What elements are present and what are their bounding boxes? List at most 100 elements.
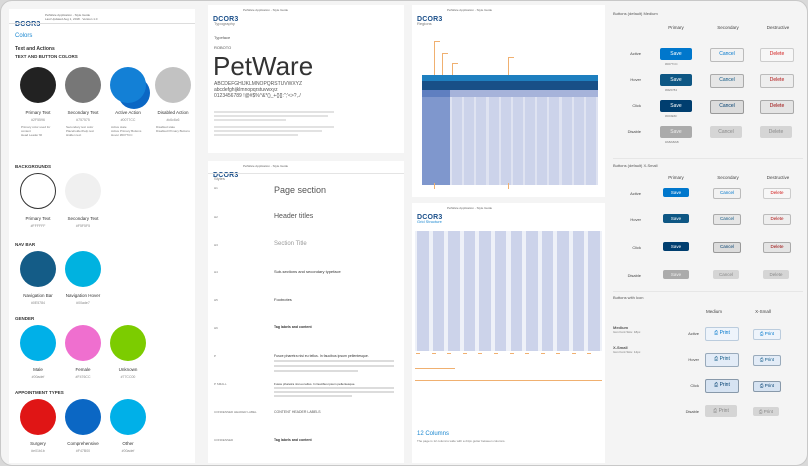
hex-note: #0077CC	[665, 62, 678, 66]
region-column	[561, 97, 572, 185]
print-button-xs-active[interactable]: ⎙ Print	[753, 329, 781, 340]
print-button-active[interactable]: ⎙ Print	[705, 327, 739, 341]
delete-button-click[interactable]: Delete	[760, 100, 794, 114]
swatch-hex: #0077CC	[120, 118, 136, 122]
delete-button-xs-active[interactable]: Delete	[763, 188, 791, 199]
swatch-label: Primary Text	[25, 110, 51, 115]
printer-icon: ⎙	[714, 356, 719, 362]
gutter-marker	[556, 353, 561, 354]
print-button-click[interactable]: ⎙ Print	[705, 379, 739, 393]
region-column	[488, 97, 499, 185]
style-sample-h5: Footnotes	[274, 297, 292, 302]
note: Disabled Primary Buttons	[156, 129, 190, 133]
save-button-active[interactable]: Save	[660, 48, 692, 60]
style-tag: H5	[214, 298, 218, 302]
swatch-hex: #c6c6c6	[166, 118, 180, 122]
state-label: Hover	[630, 77, 641, 82]
cancel-button-xs-hover[interactable]: Cancel	[713, 214, 741, 225]
region-column	[500, 97, 511, 185]
delete-button-xs-disabled: Delete	[763, 270, 789, 279]
print-button-xs-click[interactable]: ⎙ Print	[753, 381, 781, 392]
swatch-label: Other	[122, 441, 134, 446]
buttons-xsmall-panel: Buttons (default) X-Small Primary Second…	[613, 163, 803, 285]
swatch-active-action	[110, 67, 146, 103]
save-button-disabled: Save	[660, 126, 692, 138]
delete-button-xs-hover[interactable]: Delete	[763, 214, 791, 225]
style-sample-p: Fusce pharetra nisi eu tellus. In faucib…	[274, 354, 369, 358]
backgrounds-heading: BACKGROUNDS	[15, 164, 51, 169]
col-header: Secondary	[717, 25, 739, 30]
grid-columns	[415, 231, 602, 351]
style-sample-p-small: Fusce pharetra nisi eu tellus. In faucib…	[274, 382, 356, 386]
cancel-button-hover[interactable]: Cancel	[710, 74, 744, 88]
alphabet-lower: abcdefghijklmnopqrstuvwxyz	[214, 87, 278, 93]
colors-panel: DCOR3 PetWare Application - Style Guide …	[9, 9, 195, 463]
swatch-label: Unknown	[118, 367, 138, 372]
save-button-xs-click[interactable]: Save	[663, 242, 689, 251]
style-tag: H6	[214, 326, 218, 330]
gutter-marker	[416, 353, 420, 354]
delete-button-hover[interactable]: Delete	[760, 74, 794, 88]
typography-panel: DCOR3 PetWare Application - Style Guide …	[208, 5, 404, 153]
swatch-label: Navigation Hover	[65, 293, 101, 298]
grid-column	[541, 231, 554, 351]
printer-icon: ⎙	[714, 382, 719, 388]
save-button-xs-hover[interactable]: Save	[663, 214, 689, 223]
style-sample-h6: Tag labels and content	[274, 325, 312, 329]
print-label: Print	[719, 356, 730, 362]
save-button-click[interactable]: Save	[660, 100, 692, 112]
delete-button-xs-click[interactable]: Delete	[763, 242, 791, 253]
cancel-button-active[interactable]: Cancel	[710, 48, 744, 62]
save-button-xs-disabled: Save	[663, 270, 689, 279]
buttons-medium-panel: Buttons (default) Medium Primary Seconda…	[613, 11, 803, 151]
print-label: Print	[719, 330, 730, 336]
print-button-xs-hover[interactable]: ⎙ Print	[753, 355, 781, 366]
swatch-hex: #e01b1b	[31, 449, 45, 453]
save-button-xs-active[interactable]: Save	[663, 188, 689, 197]
p-filler	[274, 360, 394, 372]
swatch-hex: #0E5784	[30, 301, 45, 305]
style-tag: H1	[214, 186, 218, 190]
region-columns	[452, 97, 598, 185]
swatch-surgery	[20, 399, 56, 435]
style-tag: H2	[214, 215, 218, 219]
grid-column	[526, 231, 538, 351]
hex-note: #0E5784	[665, 88, 678, 92]
state-label: Disable	[685, 409, 699, 414]
cancel-button-xs-active[interactable]: Cancel	[713, 188, 741, 199]
state-label: Active	[630, 191, 641, 196]
grid-diagram	[415, 231, 602, 351]
swatch-hex: #00adef	[31, 375, 45, 379]
size-name: X-Small	[613, 345, 628, 350]
printer-icon: ⎙	[759, 357, 764, 362]
gutter-marker	[431, 353, 436, 354]
print-button-xs-disabled: ⎙ Print	[753, 407, 779, 416]
swatch-label: Comprehensive	[67, 441, 99, 446]
printer-icon: ⎙	[714, 330, 719, 336]
typeface-label: Typeface	[214, 35, 231, 40]
printer-icon: ⎙	[759, 331, 764, 336]
gutter-marker	[525, 353, 530, 354]
style-tag: H4	[214, 270, 218, 274]
gutter-marker	[447, 353, 452, 354]
col-header: Medium	[705, 309, 722, 314]
size-note: Icon Font Size: 18px	[613, 330, 641, 334]
print-button-hover[interactable]: ⎙ Print	[705, 353, 739, 367]
region-subheader	[422, 90, 598, 97]
print-label: Print	[764, 383, 775, 388]
save-button-hover[interactable]: Save	[660, 74, 692, 86]
region-column	[476, 97, 487, 185]
text-actions-heading: Text and Actions	[15, 46, 55, 52]
logo: DCOR3	[417, 16, 443, 23]
grid-column	[432, 231, 445, 351]
state-label: Active	[630, 51, 641, 56]
appointment-heading: APPOINTMENT TYPES	[15, 390, 64, 395]
swatch-hex: #00ade7	[76, 301, 90, 305]
cancel-button-click[interactable]: Cancel	[710, 100, 744, 114]
guide-title: PetWare Application - Style Guide	[447, 206, 493, 210]
swatch-comprehensive	[65, 399, 101, 435]
grid-gutter-markers	[415, 353, 602, 361]
cancel-button-xs-click[interactable]: Cancel	[713, 242, 741, 253]
delete-button-active[interactable]: Delete	[760, 48, 794, 62]
swatch-notes: Disabled state Disabled Primary Buttons	[156, 125, 196, 133]
